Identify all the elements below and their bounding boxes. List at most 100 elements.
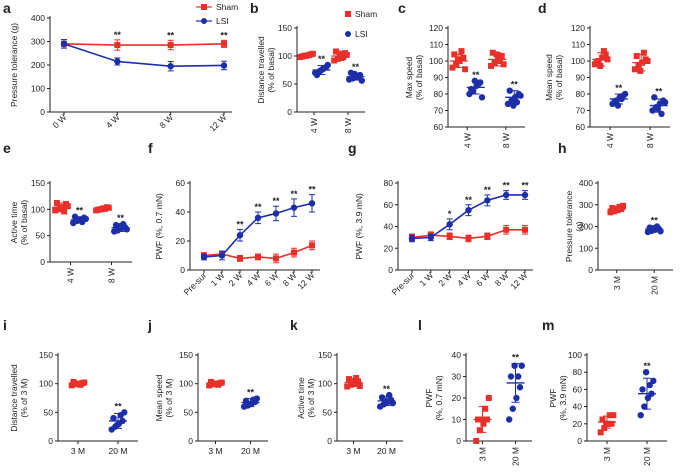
data-point-sham (353, 374, 360, 381)
data-point-sham (602, 51, 609, 58)
data-point-lsi (220, 62, 228, 69)
x-tick-label: 20 M (241, 446, 260, 456)
data-point-sham (208, 378, 214, 385)
data-point-lsi (614, 102, 622, 109)
x-tick-label: 3 M (612, 276, 622, 290)
y-tick-label: 150 (31, 178, 45, 188)
y-tick-label: 0 (577, 436, 582, 446)
data-point-lsi (110, 414, 117, 422)
y-tick-label: 10 (452, 415, 462, 425)
y-tick-label: 80 (576, 89, 586, 99)
x-tick-label: 3 M (71, 446, 85, 456)
panel-label: b (250, 0, 259, 16)
significance-marker: ** (254, 202, 262, 212)
x-tick-label: 12 W (508, 270, 529, 291)
data-point-sham (462, 66, 469, 73)
data-point-sham (599, 54, 606, 61)
y-tick-label: 100 (429, 56, 443, 66)
x-tick-label: 4 W (309, 118, 319, 133)
data-point-sham (349, 377, 356, 384)
panel-label: a (3, 0, 11, 16)
y-tick-label: 0 (388, 265, 393, 275)
significance-marker: ** (503, 181, 511, 191)
data-point-sham (340, 54, 347, 61)
y-tick-label: 0 (48, 436, 53, 446)
x-tick-label: 1 W (209, 270, 227, 288)
data-point-lsi (507, 373, 515, 380)
data-point-sham (610, 412, 617, 419)
y-axis-label: Active time(% of basal) (9, 200, 29, 246)
data-point-sham (167, 42, 174, 49)
significance-marker: ** (465, 195, 473, 205)
x-tick-label: 8 W (645, 133, 655, 148)
panel-j: j 0 50 100 150 Mean speed(% of 3 M) 3 M 20 M ** (147, 317, 268, 456)
data-point-sham (644, 58, 651, 64)
y-tick-label: 40 (176, 207, 186, 217)
y-tick-label: 40 (573, 402, 583, 412)
data-point-sham (493, 51, 500, 58)
data-point-lsi (642, 369, 650, 376)
y-tick-label: 200 (31, 60, 45, 70)
panel-label: i (3, 317, 7, 333)
data-point-lsi (516, 384, 524, 391)
data-point-sham (346, 376, 352, 383)
data-point-lsi (639, 386, 646, 393)
significance-marker: ** (521, 181, 529, 191)
y-tick-label: 50 (323, 407, 333, 417)
panel-k: k 0 50 100 150 Active time(% of 3 M) 3 M 20 M ** (290, 317, 403, 456)
data-point-sham (53, 200, 60, 207)
legend-panel-b: Sham LSI (345, 9, 377, 39)
x-tick-label: 3 M (478, 447, 488, 461)
x-tick-label: 8 W (501, 133, 511, 148)
y-tick-label: 70 (434, 106, 444, 116)
data-point-lsi (82, 215, 90, 223)
data-point-sham (446, 233, 453, 240)
data-point-sham (500, 61, 507, 68)
y-tick-label: 60 (576, 122, 586, 132)
x-tick-label: 8 W (157, 112, 175, 130)
y-tick-label: 100 (39, 379, 53, 389)
data-point-sham (487, 62, 494, 69)
data-point-lsi (510, 102, 517, 109)
data-point-sham (237, 255, 243, 262)
y-tick-label: 100 (318, 379, 332, 389)
data-point-lsi (502, 191, 510, 199)
x-tick-label: 2 W (227, 270, 245, 288)
x-tick-label: Pre-sur (182, 270, 209, 297)
data-point-lsi (506, 416, 513, 423)
x-tick-label: 8 W (343, 118, 353, 133)
panel-d: d 60 70 80 90 100 110 120 Mean speed(% of basal)… (538, 0, 670, 148)
panel-label: k (290, 317, 298, 333)
panel-m: m 0 20 40 60 80 100 PWF(%, 3.9 mN) 3 M 20 M ** (542, 317, 667, 466)
data-point-lsi (621, 90, 629, 98)
x-tick-label: 3 M (602, 447, 612, 461)
data-point-lsi (478, 94, 486, 101)
legend: Sham LSI (196, 2, 238, 26)
legend-b-lsi-marker (345, 31, 351, 37)
data-point-sham (309, 50, 316, 57)
data-point-sham (491, 59, 498, 66)
data-point-sham (609, 205, 616, 212)
significance-marker: * (448, 209, 452, 219)
y-tick-label: 0 (180, 265, 185, 275)
x-tick-label: 6 W (474, 270, 492, 288)
significance-marker: ** (472, 70, 480, 80)
y-tick-label: 0 (40, 107, 45, 117)
y-tick-label: 40 (384, 222, 394, 232)
y-tick-label: 100 (571, 56, 585, 66)
data-point-sham (215, 381, 222, 388)
x-tick-label: 20 M (109, 446, 128, 456)
data-point-lsi (644, 394, 652, 402)
panel-label: m (542, 317, 554, 333)
data-point-sham (631, 66, 638, 73)
panel-h: h 0 100 200 300 400 Pressure tolerance(g) 3 M 20… (558, 140, 673, 295)
data-point-sham (355, 378, 361, 385)
y-tick-label: 110 (429, 40, 443, 50)
y-axis-label: Distance travelled(% of 3 M) (9, 364, 29, 432)
data-point-lsi (389, 399, 396, 407)
y-tick-label: 100 (31, 84, 45, 94)
y-axis-label: Pressure tolerance(g) (564, 191, 584, 263)
y-tick-label: 60 (434, 122, 444, 132)
significance-marker: ** (655, 86, 663, 96)
